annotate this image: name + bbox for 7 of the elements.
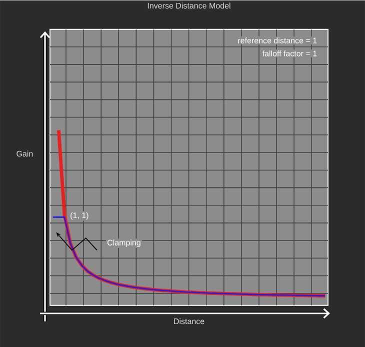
annotation: (1, 1) [70,212,88,220]
text: reference distance = 1 [238,37,317,44]
chart-title: Inverse Distance Model [148,2,230,8]
text: falloff factor = 1 [262,50,317,56]
annotation: Clamping [107,239,140,247]
y-axis-title: Gain [16,150,33,156]
x-axis-title: Distance [174,318,204,324]
